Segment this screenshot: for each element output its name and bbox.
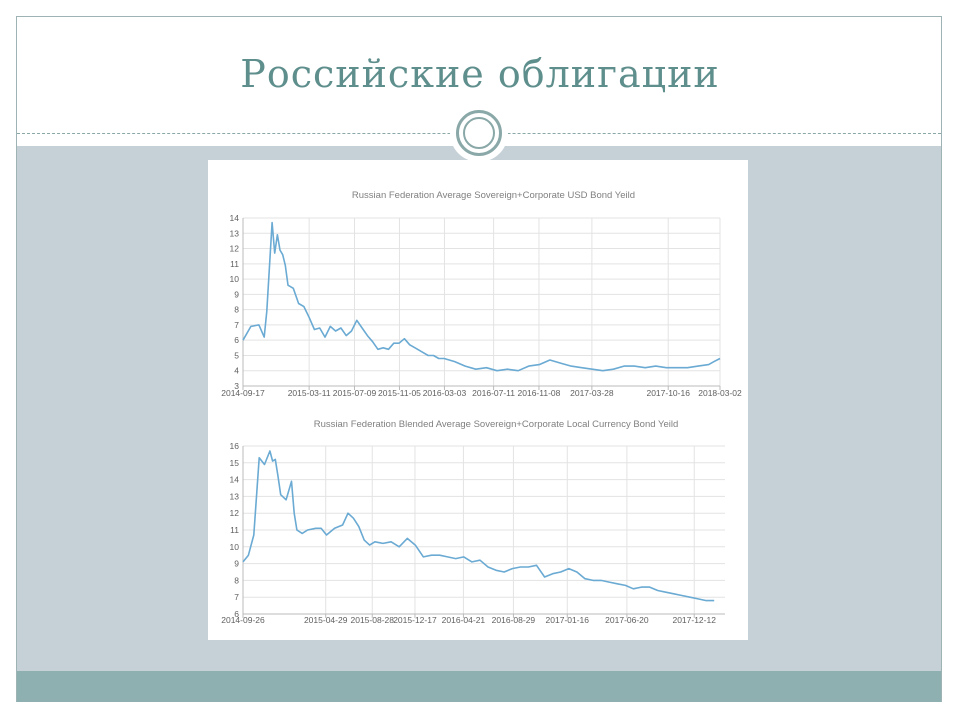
chart-1-series-line bbox=[242, 221, 721, 372]
ornament-outer-ring bbox=[456, 110, 502, 156]
chart-1-y-tick-label: 14 bbox=[230, 213, 240, 223]
chart-2-x-tick-label: 2016-08-29 bbox=[492, 615, 536, 625]
chart-2-y-tick-label: 13 bbox=[230, 491, 240, 501]
chart-1-x-tick-label: 2017-10-16 bbox=[646, 388, 690, 398]
chart-1-y-tick-label: 9 bbox=[234, 289, 239, 299]
chart-1-x-tick-label: 2015-03-11 bbox=[288, 388, 331, 398]
chart-2-series-line bbox=[242, 450, 715, 602]
chart-1-y-tick-label: 13 bbox=[230, 228, 240, 238]
chart-2-x-tick-label: 2017-06-20 bbox=[605, 615, 649, 625]
chart-2-y-tick-label: 6 bbox=[234, 609, 239, 619]
chart-2-y-tick-label: 12 bbox=[230, 508, 240, 518]
chart-2-title: Russian Federation Blended Average Sover… bbox=[314, 419, 679, 430]
chart-2-x-tick-label: 2015-08-28 bbox=[351, 615, 395, 625]
chart-1-y-tick-label: 12 bbox=[230, 244, 240, 254]
slide-title: Российские облигации bbox=[240, 52, 720, 96]
chart-2-x-tick-label: 2015-12-17 bbox=[393, 615, 437, 625]
chart-1-y-tick-label: 5 bbox=[234, 350, 239, 360]
chart-2-y-tick-label: 8 bbox=[234, 575, 239, 585]
chart-1-y-tick-label: 4 bbox=[234, 366, 239, 376]
chart-2-x-tick-label: 2017-01-16 bbox=[546, 615, 590, 625]
chart-2-x-tick-label: 2015-04-29 bbox=[304, 615, 348, 625]
chart-1-y-tick-label: 6 bbox=[234, 335, 239, 345]
chart-2-x-tick-label: 2016-04-21 bbox=[442, 615, 486, 625]
chart-1-y-tick-label: 8 bbox=[234, 305, 239, 315]
ornament-inner-ring bbox=[463, 117, 495, 149]
chart-2-x-tick-label: 2017-12-12 bbox=[672, 615, 716, 625]
chart-1-x-tick-label: 2018-03-02 bbox=[698, 388, 742, 398]
chart-1-x-tick-label: 2015-11-05 bbox=[378, 388, 421, 398]
chart-2-y-tick-label: 7 bbox=[234, 592, 239, 602]
chart-1-x-tick-label: 2016-07-11 bbox=[472, 388, 515, 398]
chart-2-y-tick-label: 14 bbox=[230, 475, 240, 485]
chart-1-title: Russian Federation Average Sovereign+Cor… bbox=[352, 190, 635, 201]
chart-1-y-tick-label: 11 bbox=[230, 259, 239, 269]
chart-1-x-tick-label: 2017-03-28 bbox=[570, 388, 614, 398]
bottom-band bbox=[17, 671, 941, 702]
chart-2-y-tick-label: 10 bbox=[230, 542, 240, 552]
chart-2-y-tick-label: 15 bbox=[230, 458, 240, 468]
chart-1-x-tick-label: 2016-03-03 bbox=[423, 388, 467, 398]
chart-2-y-tick-label: 11 bbox=[230, 525, 239, 535]
chart-1-y-tick-label: 3 bbox=[234, 381, 239, 391]
chart-1-x-tick-label: 2014-09-17 bbox=[221, 388, 265, 398]
chart-2-x-tick-label: 2014-09-26 bbox=[221, 615, 265, 625]
chart-1-x-tick-label: 2015-07-09 bbox=[333, 388, 377, 398]
chart-2-y-tick-label: 9 bbox=[234, 559, 239, 569]
chart-1-y-tick-label: 10 bbox=[230, 274, 240, 284]
chart-image-panel: Russian Federation Average Sovereign+Cor… bbox=[208, 160, 748, 640]
charts-svg: Russian Federation Average Sovereign+Cor… bbox=[221, 190, 742, 625]
chart-1-x-tick-label: 2016-11-08 bbox=[518, 388, 561, 398]
chart-1-y-tick-label: 7 bbox=[234, 320, 239, 330]
chart-2-y-tick-label: 16 bbox=[230, 441, 240, 451]
